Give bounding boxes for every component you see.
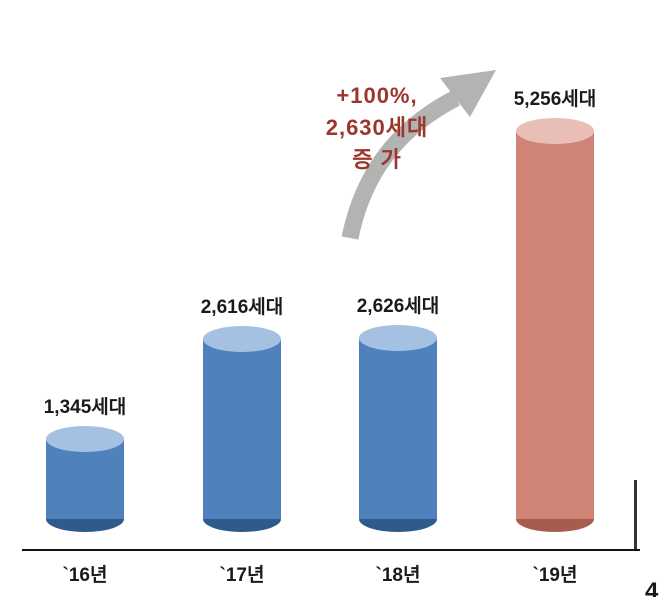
bar-value-label: 1,345세대 <box>43 397 127 418</box>
bar-group-2017: 2,616세대 <box>187 292 297 532</box>
bar-group-2019: 5,256세대 <box>500 84 610 532</box>
cylinder-bar <box>203 326 281 532</box>
axis-label-2017: `17년 <box>219 565 265 586</box>
annotation-line-2: 2,630세대 <box>325 114 429 140</box>
cylinder-body <box>46 439 124 519</box>
axis-label-2019: `19년 <box>532 565 578 586</box>
bar-group-2018: 2,626세대 <box>343 291 453 532</box>
cylinder-top <box>203 326 281 352</box>
cylinder-top <box>46 426 124 452</box>
axis-label-2018: `18년 <box>375 565 421 586</box>
x-axis-line <box>22 549 640 551</box>
cylinder-bar <box>46 426 124 532</box>
cylinder-body <box>359 338 437 519</box>
cylinder-body <box>516 131 594 519</box>
growth-arrow-icon <box>341 70 496 240</box>
annotation-line-1: +100%, <box>336 83 418 108</box>
cylinder-bar <box>516 118 594 532</box>
bar-value-label: 2,616세대 <box>200 297 284 318</box>
increase-annotation: +100%, 2,630세대 증 가 <box>292 80 462 176</box>
right-edge-line <box>634 480 637 549</box>
axis-label-2016: `16년 <box>62 565 108 586</box>
page-number: 4 <box>645 578 659 597</box>
cylinder-bar <box>359 325 437 532</box>
annotation-line-3: 증 가 <box>352 146 402 172</box>
cylinder-top <box>516 118 594 144</box>
bar-group-2016: 1,345세대 <box>30 392 140 532</box>
cylinder-body <box>203 339 281 519</box>
bar-value-label: 5,256세대 <box>513 89 597 110</box>
cylinder-top <box>359 325 437 351</box>
bar-value-label: 2,626세대 <box>356 296 440 317</box>
